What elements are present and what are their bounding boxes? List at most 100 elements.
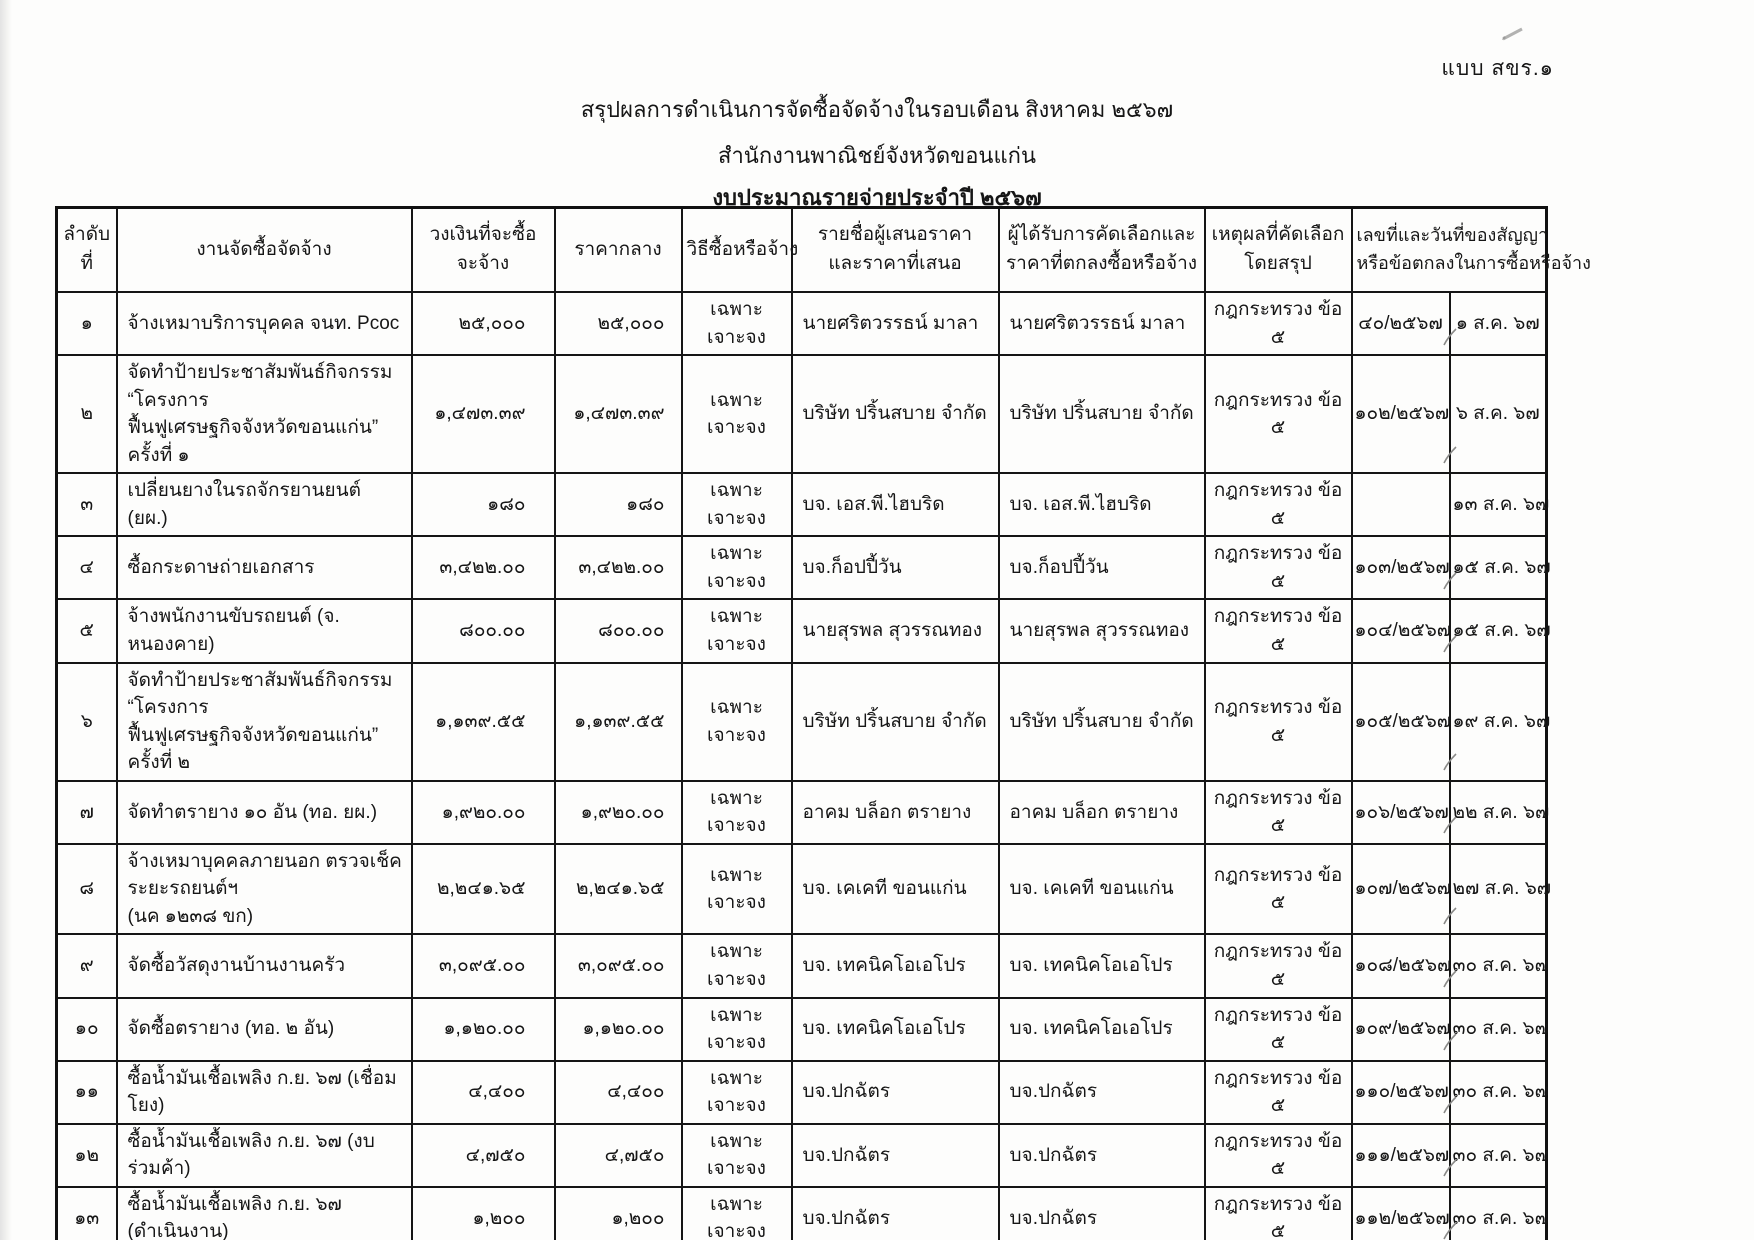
cell-proposer: บจ.ปกฉัตร (790, 1122, 1000, 1188)
cell-selected: บจ. เทคนิคโอเอโปร (997, 933, 1206, 999)
cell-selected: บจ. เทคนิคโอเอโปร (997, 996, 1206, 1062)
cell-date: ๑๙ ส.ค. ๖๗ (1448, 661, 1550, 782)
cell-proposer: อาคม บล็อก ตรายาง (790, 779, 1000, 845)
cell-no: ๓ (55, 472, 118, 538)
cell-no: ๑๐ (55, 996, 118, 1062)
cell-method: เฉพาะเจาะจง (680, 598, 793, 664)
cell-budget: ๑,๒๐๐ (410, 1185, 556, 1240)
cell-no: ๒ (55, 354, 118, 475)
pen-mark-icon (1500, 26, 1526, 47)
cell-no: ๑๓ (55, 1185, 118, 1240)
cell-method: เฉพาะเจาะจง (680, 1122, 793, 1188)
cell-date: ๓๐ ส.ค. ๖๗ (1448, 1122, 1549, 1188)
cell-contract: ๑๐๕/๒๕๖๗ (1350, 661, 1457, 782)
cell-work: จัดซื้อตรายาง (ทอ. ๒ อัน) (115, 996, 413, 1062)
cell-no: ๖ (55, 661, 118, 782)
document-subtitle: สำนักงานพาณิชย์จังหวัดขอนแก่น (718, 143, 1036, 168)
cell-budget: ๑,๔๗๓.๓๙ (410, 354, 556, 475)
cell-proposer: นายสุรพล สุวรรณทอง (790, 598, 1000, 664)
col-header-proposer: รายชื่อผู้เสนอราคา และราคาที่เสนอ (790, 206, 1000, 293)
cell-reason: กฎกระทรวง ข้อ ๕ (1203, 354, 1353, 475)
cell-reason: กฎกระทรวง ข้อ ๕ (1203, 661, 1353, 782)
table-row: ๑๐ จัดซื้อตรายาง (ทอ. ๒ อัน) ๑,๑๒๐.๐๐ ๑,๑๒๐… (55, 996, 1549, 1062)
col-header-method: วิธีซื้อหรือจ้าง (680, 206, 798, 293)
cell-method: เฉพาะเจาะจง (680, 535, 793, 601)
cell-contract: ๑๐๔/๒๕๖๗ (1350, 598, 1457, 664)
cell-date: ๓๐ ส.ค. ๖๗ (1448, 1059, 1549, 1125)
cell-reason: กฎกระทรวง ข้อ ๕ (1203, 290, 1353, 357)
cell-work: ซื้อน้ำมันเชื้อเพลิง ก.ย. ๖๗ (ดำเนินงาน) (115, 1185, 413, 1240)
cell-selected: บริษัท ปริ้นสบาย จำกัด (997, 354, 1206, 475)
cell-budget: ๒,๒๔๑.๖๕ (410, 842, 556, 936)
cell-no: ๘ (55, 842, 118, 936)
cell-reason: กฎกระทรวง ข้อ ๕ (1203, 842, 1353, 936)
col-header-work: งานจัดซื้อจัดจ้าง (115, 206, 413, 293)
cell-mid: ๔,๔๐๐ (553, 1059, 683, 1125)
table-row: ๖จัดทำป้ายประชาสัมพันธ์กิจกรรม “โครงการ … (55, 661, 1550, 782)
cell-budget: ๑๘๐ (410, 472, 556, 538)
cell-date: ๑๓ ส.ค. ๖๗ (1448, 472, 1549, 538)
table-row: ๑๑ ซื้อน้ำมันเชื้อเพลิง ก.ย. ๖๗ (เชื่อมโย… (55, 1059, 1549, 1125)
cell-budget: ๑,๙๒๐.๐๐ (410, 779, 556, 845)
cell-mid: ๑,๒๐๐ (553, 1185, 683, 1240)
cell-method: เฉพาะเจาะจง (680, 779, 793, 845)
cell-selected: บจ. เคเคที ขอนแก่น (997, 842, 1206, 936)
cell-contract (1350, 472, 1451, 538)
cell-reason: กฎกระทรวง ข้อ ๕ (1203, 1059, 1353, 1125)
cell-selected: บจ.ปกฉัตร (997, 1122, 1206, 1188)
cell-selected: นายสุรพล สุวรรณทอง (997, 598, 1206, 664)
cell-date: ๒๗ ส.ค. ๖๗ (1448, 842, 1551, 936)
cell-selected: บจ.ก็อปปี้วัน (997, 535, 1206, 601)
cell-reason: กฎกระทรวง ข้อ ๕ (1203, 598, 1353, 664)
cell-proposer: นายศริตวรรธน์ มาลา (790, 290, 1000, 357)
cell-budget: ๘๐๐.๐๐ (410, 598, 556, 664)
cell-budget: ๔,๔๐๐ (410, 1059, 556, 1125)
cell-reason: กฎกระทรวง ข้อ ๕ (1203, 933, 1353, 999)
cell-method: เฉพาะเจาะจง (680, 996, 793, 1062)
table-row: ๒จัดทำป้ายประชาสัมพันธ์กิจกรรม “โครงการ … (55, 354, 1548, 475)
cell-work: ซื้อกระดาษถ่ายเอกสาร (115, 535, 413, 601)
cell-date: ๑๕ ส.ค. ๖๗ (1448, 598, 1551, 664)
cell-mid: ๑,๑๒๐.๐๐ (553, 996, 683, 1062)
cell-budget: ๑,๑๓๙.๕๕ (410, 661, 556, 782)
col-header-mid-price: ราคากลาง (553, 206, 683, 293)
cell-work: จ้างพนักงานขับรถยนต์ (จ. หนองคาย) (115, 598, 413, 664)
table-row: ๗จัดทำตรายาง ๑๐ อัน (ทอ. ยผ.) ๑,๙๒๐.๐๐ ๑,๙… (55, 779, 1549, 845)
cell-budget: ๓,๐๙๕.๐๐ (410, 933, 556, 999)
cell-selected: บจ.ปกฉัตร (997, 1185, 1206, 1240)
cell-proposer: บจ. เทคนิคโอเอโปร (790, 933, 1000, 999)
cell-reason: กฎกระทรวง ข้อ ๕ (1203, 1122, 1353, 1188)
cell-selected: บจ.ปกฉัตร (997, 1059, 1206, 1125)
cell-proposer: บจ.ก็อปปี้วัน (790, 535, 1000, 601)
cell-date: ๓๐ ส.ค. ๖๗ (1448, 1185, 1549, 1240)
budget-year-line: งบประมาณรายจ่ายประจำปี ๒๕๖๗ (712, 185, 1042, 210)
cell-contract: ๑๐๖/๒๕๖๗ (1350, 779, 1457, 845)
cell-reason: กฎกระทรวง ข้อ ๕ (1203, 535, 1353, 601)
cell-contract: ๑๐๓/๒๕๖๗ (1350, 535, 1457, 601)
table-body: ๑จ้างเหมาบริการบุคคล จนท. Pcoc ๒๕,๐๐๐ ๒๕,๐… (55, 290, 1551, 1240)
cell-no: ๑๒ (55, 1122, 118, 1188)
cell-no: ๑๑ (55, 1059, 118, 1125)
cell-date: ๓๐ ส.ค. ๖๗ (1448, 996, 1549, 1062)
cell-reason: กฎกระทรวง ข้อ ๕ (1203, 472, 1353, 538)
cell-budget: ๓,๔๒๒.๐๐ (410, 535, 556, 601)
table-header: ลำดับ ที่ งานจัดซื้อจัดจ้าง วงเงินที่จะซ… (55, 206, 1591, 293)
cell-method: เฉพาะเจาะจง (680, 661, 793, 782)
cell-date: ๑๕ ส.ค. ๖๗ (1448, 535, 1551, 601)
cell-work: จัดซื้อวัสดุงานบ้านงานครัว (115, 933, 413, 999)
procurement-table: ลำดับ ที่ งานจัดซื้อจัดจ้าง วงเงินที่จะซ… (55, 206, 1591, 1240)
cell-date: ๒๒ ส.ค. ๖๗ (1448, 779, 1549, 845)
cell-contract: ๔๐/๒๕๖๗ (1350, 290, 1457, 357)
document-title: สรุปผลการดำเนินการจัดซื้อจัดจ้างในรอบเดื… (580, 97, 1174, 122)
cell-proposer: บจ. เคเคที ขอนแก่น (790, 842, 1000, 936)
cell-mid: ๓,๐๙๕.๐๐ (553, 933, 683, 999)
table-row: ๑๒ ซื้อน้ำมันเชื้อเพลิง ก.ย. ๖๗ (งบร่วมค้… (55, 1122, 1549, 1188)
cell-contract: ๑๑๒/๒๕๖๗ (1350, 1185, 1457, 1240)
col-header-reason: เหตุผลที่คัดเลือก โดยสรุป (1203, 206, 1353, 293)
cell-reason: กฎกระทรวง ข้อ ๕ (1203, 1185, 1353, 1240)
cell-method: เฉพาะเจาะจง (680, 1059, 793, 1125)
table-row: ๑๓ ซื้อน้ำมันเชื้อเพลิง ก.ย. ๖๗ (ดำเนินงา… (55, 1185, 1549, 1240)
cell-contract: ๑๐๘/๒๕๖๗ (1350, 933, 1457, 999)
table-row: ๘จ้างเหมาบุคคลภายนอก ตรวจเช็คระยะรถยนต์ฯ… (55, 842, 1551, 936)
